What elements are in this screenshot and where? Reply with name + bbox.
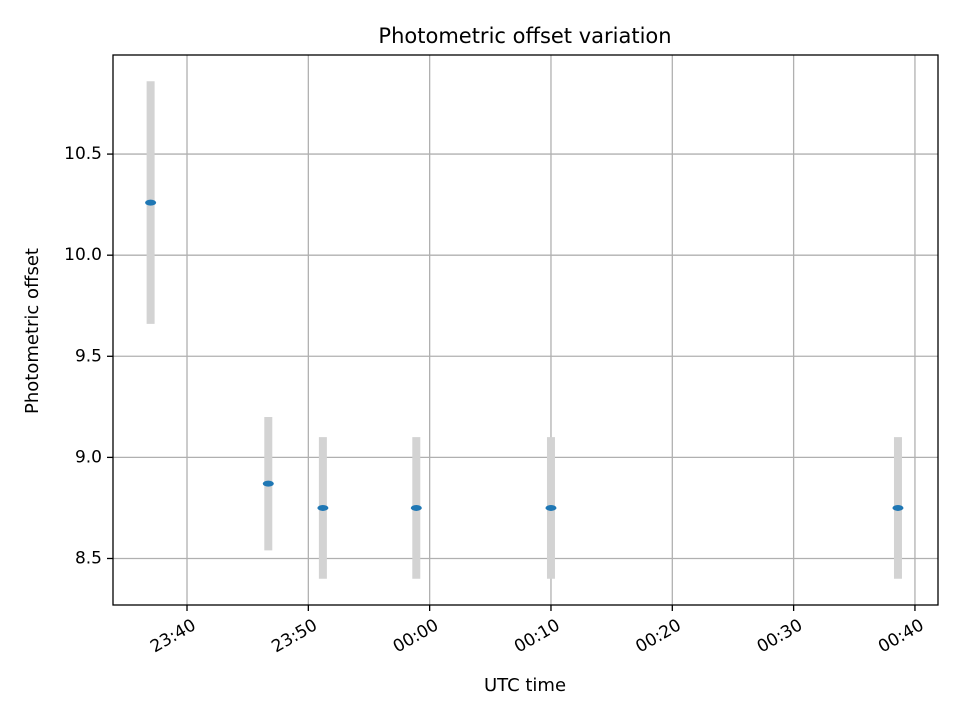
- x-axis-label: UTC time: [484, 675, 566, 696]
- error-bars: [146, 81, 902, 579]
- y-tick-label: 9.5: [75, 346, 102, 366]
- y-tick-label: 9.0: [75, 447, 102, 467]
- data-point: [892, 504, 904, 511]
- data-point: [317, 504, 329, 511]
- y-tick-label: 8.5: [75, 548, 102, 568]
- x-tick-label: 00:40: [875, 615, 927, 657]
- chart-title: Photometric offset variation: [378, 24, 671, 48]
- data-point: [145, 199, 157, 206]
- data-point: [262, 480, 274, 487]
- data-point: [410, 504, 422, 511]
- y-tick-label: 10.5: [64, 144, 102, 164]
- x-tick-label: 23:40: [147, 615, 199, 657]
- x-tick-label: 00:20: [632, 615, 684, 657]
- x-tick-label: 00:10: [511, 615, 563, 657]
- y-axis-label: Photometric offset: [22, 248, 43, 414]
- y-tick-label: 10.0: [64, 245, 102, 265]
- plot-area-frame: [112, 54, 939, 606]
- x-axis-ticks: 23:40 23:50 00:00 00:10 00:20 00:30 00:40: [147, 605, 927, 657]
- y-axis-ticks: 8.5 9.0 9.5 10.0 10.5: [64, 144, 113, 568]
- x-tick-label: 23:50: [268, 615, 320, 657]
- data-point: [545, 504, 557, 511]
- grid: [113, 55, 938, 605]
- data-points: [145, 199, 904, 511]
- x-tick-label: 00:30: [754, 615, 806, 657]
- x-tick-label: 00:00: [390, 615, 442, 657]
